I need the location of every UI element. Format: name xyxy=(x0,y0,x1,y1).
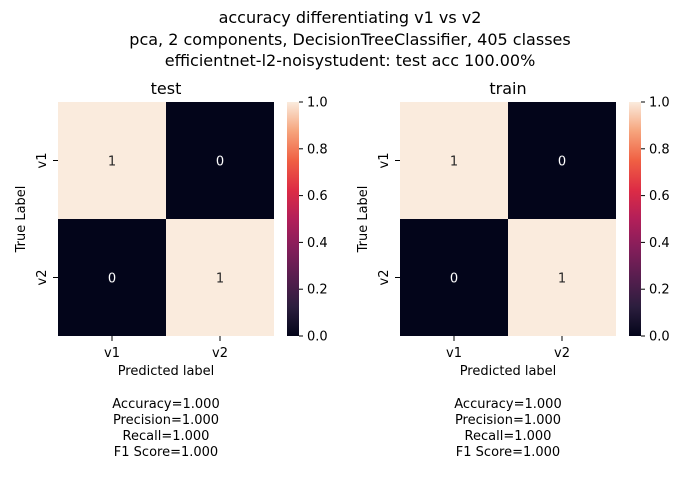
panel-title-test: test xyxy=(151,79,182,98)
cell-value-label: 1 xyxy=(216,272,224,287)
colorbar-tick-label: 0.4 xyxy=(307,236,328,251)
heatmap-cell-v2-v2 xyxy=(166,219,274,336)
x-tick-label-v2: v2 xyxy=(554,346,570,361)
colorbar-tick-label: 0.8 xyxy=(649,142,670,157)
metric-f1-train: F1 Score=1.000 xyxy=(456,445,560,460)
colorbar-tick-label: 0.2 xyxy=(307,283,328,298)
x-tick-label-v2: v2 xyxy=(212,346,228,361)
x-axis-label-train: Predicted label xyxy=(460,364,557,379)
cell-value-label: 0 xyxy=(558,155,566,170)
panel-train: train 1 0 0 1 v1 v2 v1 v2 True Label Predicted … xyxy=(356,79,670,460)
colorbar-test: 0.0 0.2 0.4 0.6 0.8 1.0 xyxy=(287,96,328,345)
figure-title-line-3: efficientnet-l2-noisystudent: test acc 1… xyxy=(165,51,536,70)
metric-recall-test: Recall=1.000 xyxy=(123,429,210,444)
metric-f1-test: F1 Score=1.000 xyxy=(114,445,218,460)
metric-precision-test: Precision=1.000 xyxy=(113,413,219,428)
figure-title-line-2: pca, 2 components, DecisionTreeClassifie… xyxy=(129,30,570,49)
heatmap-train: 1 0 0 1 v1 v2 v1 v2 xyxy=(377,102,616,361)
panel-test: test 1 0 0 1 v1 v2 v1 v2 True Label Predicted l… xyxy=(14,79,328,460)
heatmap-cell-v2-v1 xyxy=(400,219,508,336)
y-axis-label-train: True Label xyxy=(356,186,371,254)
x-tick-label-v1: v1 xyxy=(104,346,120,361)
metric-precision-train: Precision=1.000 xyxy=(455,413,561,428)
cell-value-label: 1 xyxy=(108,155,116,170)
x-axis-label-test: Predicted label xyxy=(118,364,215,379)
colorbar-tick-label: 0.6 xyxy=(649,189,670,204)
cell-value-label: 1 xyxy=(450,155,458,170)
y-tick-label-v2: v2 xyxy=(377,270,392,286)
y-axis-label-test: True Label xyxy=(14,186,29,254)
metric-accuracy-train: Accuracy=1.000 xyxy=(454,397,561,412)
colorbar-gradient xyxy=(287,102,299,336)
heatmap-cell-v1-v1 xyxy=(58,102,166,219)
cell-value-label: 0 xyxy=(450,272,458,287)
colorbar-gradient xyxy=(629,102,641,336)
y-tick-label-v1: v1 xyxy=(35,153,50,169)
colorbar-tick-label: 0.0 xyxy=(649,330,670,345)
y-tick-label-v2: v2 xyxy=(35,270,50,286)
y-tick-label-v1: v1 xyxy=(377,153,392,169)
colorbar-tick-label: 1.0 xyxy=(649,96,670,111)
colorbar-train: 0.0 0.2 0.4 0.6 0.8 1.0 xyxy=(629,96,670,345)
cell-value-label: 0 xyxy=(216,155,224,170)
heatmap-cell-v1-v2 xyxy=(166,102,274,219)
panel-title-train: train xyxy=(489,79,526,98)
figure-title-line-1: accuracy differentiating v1 vs v2 xyxy=(219,8,482,27)
heatmap-test: 1 0 0 1 v1 v2 v1 v2 xyxy=(35,102,274,361)
metric-accuracy-test: Accuracy=1.000 xyxy=(112,397,219,412)
colorbar-tick-label: 0.6 xyxy=(307,189,328,204)
cell-value-label: 0 xyxy=(108,272,116,287)
heatmap-cell-v1-v1 xyxy=(400,102,508,219)
metric-recall-train: Recall=1.000 xyxy=(465,429,552,444)
heatmap-cell-v2-v1 xyxy=(58,219,166,336)
colorbar-tick-label: 0.8 xyxy=(307,142,328,157)
x-tick-label-v1: v1 xyxy=(446,346,462,361)
heatmap-cell-v2-v2 xyxy=(508,219,616,336)
colorbar-tick-label: 1.0 xyxy=(307,96,328,111)
colorbar-tick-label: 0.2 xyxy=(649,283,670,298)
heatmap-cell-v1-v2 xyxy=(508,102,616,219)
cell-value-label: 1 xyxy=(558,272,566,287)
colorbar-tick-label: 0.4 xyxy=(649,236,670,251)
colorbar-tick-label: 0.0 xyxy=(307,330,328,345)
